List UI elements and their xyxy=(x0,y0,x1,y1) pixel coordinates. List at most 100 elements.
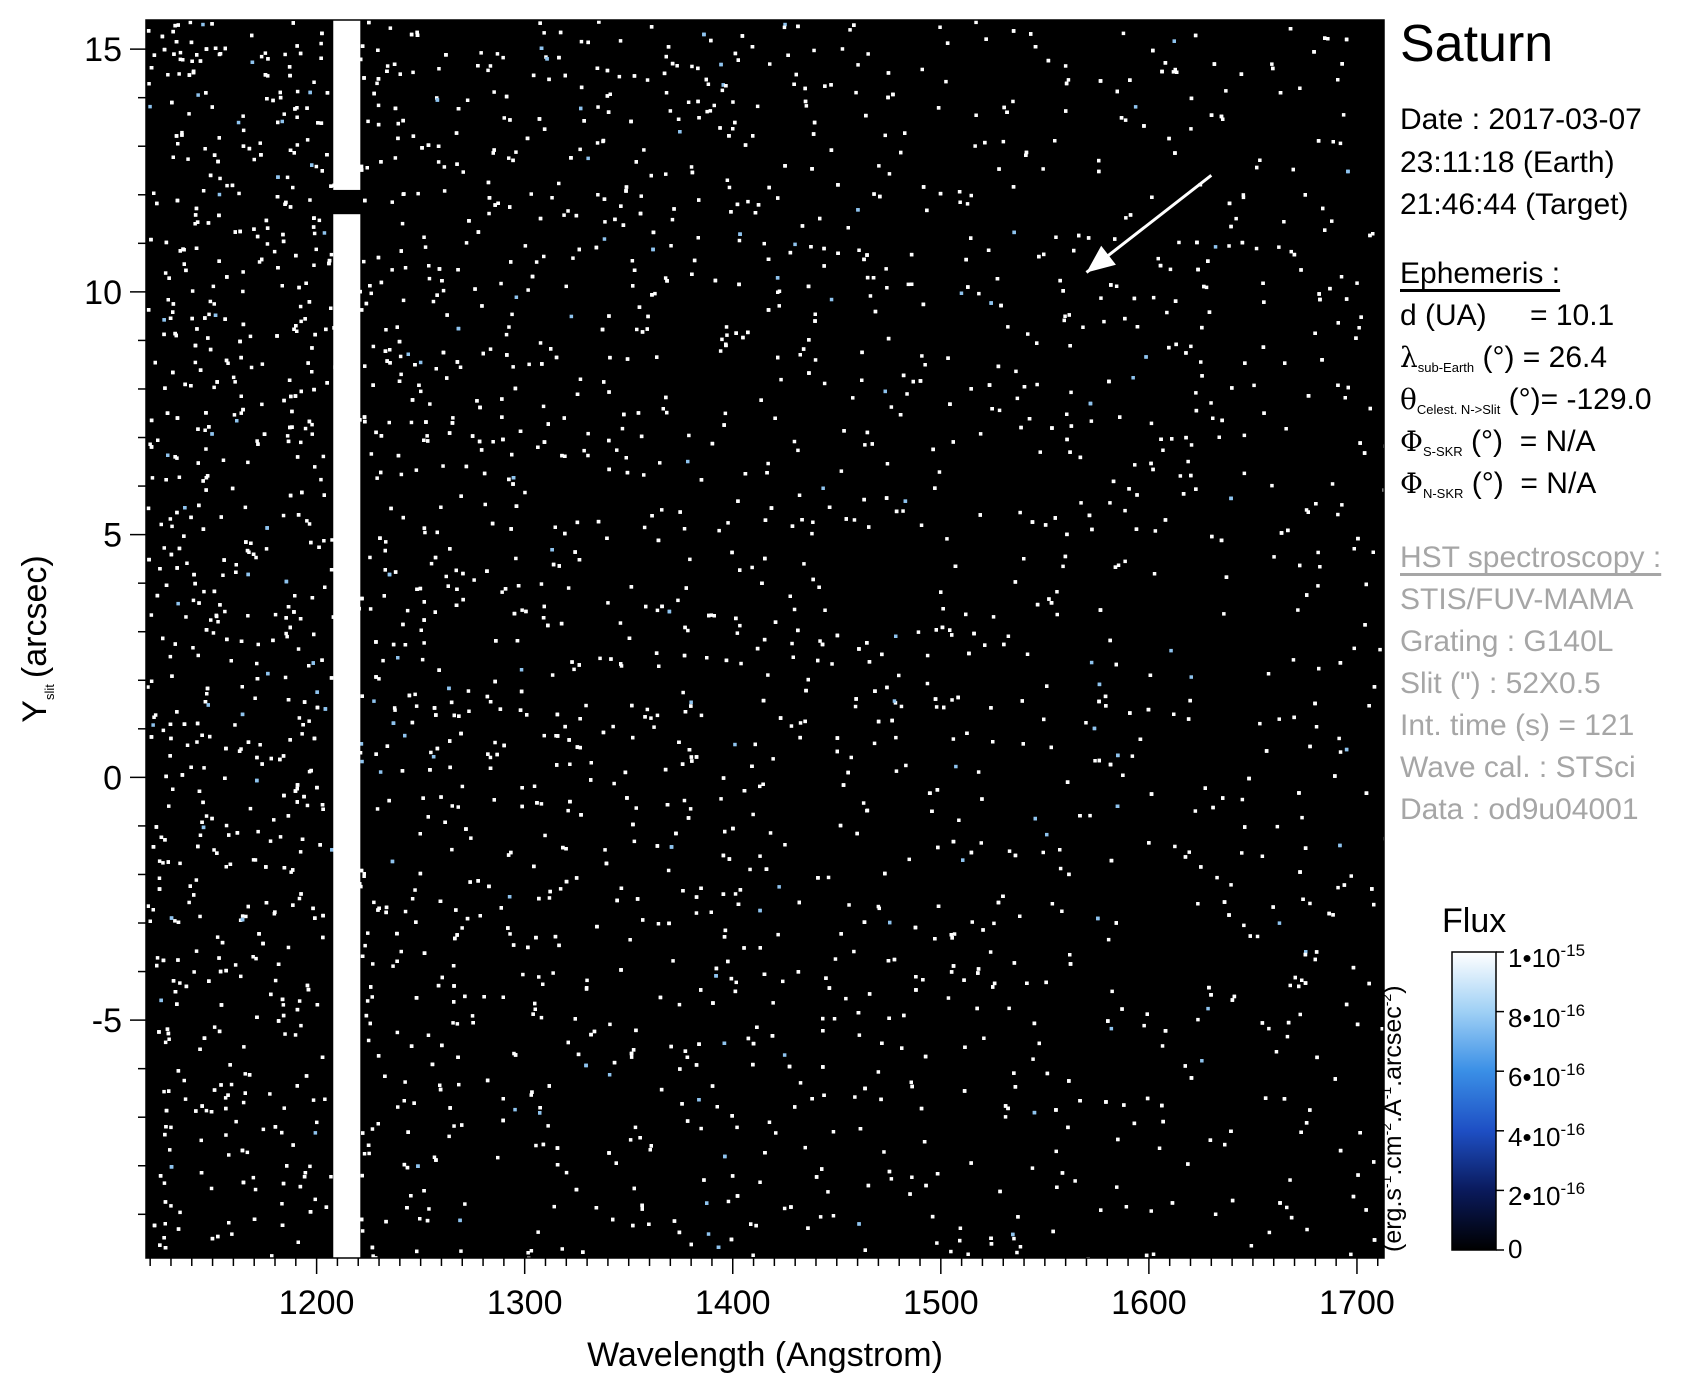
flux-point xyxy=(878,194,882,199)
flux-point xyxy=(669,244,673,248)
flux-point xyxy=(1109,283,1113,287)
flux-point xyxy=(633,1125,638,1130)
flux-point xyxy=(547,77,551,82)
flux-point xyxy=(435,530,439,535)
flux-point xyxy=(609,657,613,661)
flux-point xyxy=(505,353,509,357)
flux-point xyxy=(1054,1149,1058,1154)
flux-point xyxy=(594,1206,599,1210)
flux-point xyxy=(459,494,463,498)
flux-point xyxy=(793,242,797,247)
flux-point xyxy=(435,96,439,100)
flux-point xyxy=(880,1041,884,1045)
flux-point xyxy=(737,238,742,243)
flux-point xyxy=(518,429,523,433)
flux-point xyxy=(415,30,419,35)
flux-point xyxy=(1151,1252,1156,1256)
flux-point xyxy=(362,76,366,80)
flux-point xyxy=(916,630,921,634)
flux-point xyxy=(1064,81,1069,86)
flux-point xyxy=(540,362,544,366)
flux-point xyxy=(1372,1160,1376,1164)
flux-point xyxy=(1207,985,1211,990)
flux-point xyxy=(418,360,423,365)
flux-point xyxy=(597,20,601,24)
flux-point xyxy=(607,390,611,394)
flux-point xyxy=(857,1222,861,1226)
flux-point xyxy=(607,467,611,472)
flux-point xyxy=(991,740,995,744)
flux-point xyxy=(167,1089,171,1093)
flux-point xyxy=(887,1169,892,1174)
flux-point xyxy=(269,756,273,761)
flux-point xyxy=(797,493,802,497)
flux-point xyxy=(396,136,400,141)
flux-point xyxy=(446,584,450,588)
flux-point xyxy=(841,783,846,787)
flux-point xyxy=(594,245,599,250)
flux-point xyxy=(649,173,653,178)
flux-point xyxy=(694,911,699,915)
flux-point xyxy=(420,657,425,662)
flux-point xyxy=(286,439,291,444)
flux-point xyxy=(506,926,510,930)
flux-point xyxy=(239,747,243,751)
flux-point xyxy=(396,453,401,458)
flux-point xyxy=(285,1164,289,1168)
flux-point xyxy=(851,396,855,400)
flux-point xyxy=(410,398,415,402)
flux-point xyxy=(161,958,166,963)
flux-point xyxy=(362,415,367,419)
flux-point xyxy=(196,427,200,431)
flux-point xyxy=(1006,634,1011,638)
flux-point xyxy=(384,905,389,910)
flux-point xyxy=(210,1236,215,1241)
flux-point xyxy=(324,327,328,332)
flux-point xyxy=(231,375,236,380)
flux-point xyxy=(763,518,768,522)
flux-point xyxy=(577,247,581,252)
flux-point xyxy=(640,1207,644,1211)
flux-point xyxy=(1068,962,1073,966)
distance-value: = 10.1 xyxy=(1530,299,1615,332)
flux-point xyxy=(742,789,747,793)
flux-point xyxy=(982,1036,986,1040)
flux-point xyxy=(286,814,291,818)
flux-point xyxy=(233,963,238,967)
flux-point xyxy=(1303,952,1308,957)
flux-point xyxy=(987,383,992,387)
flux-point xyxy=(361,1131,365,1135)
flux-point xyxy=(1012,230,1016,235)
flux-point xyxy=(1184,435,1188,440)
flux-point xyxy=(464,464,469,469)
flux-point xyxy=(439,795,443,799)
flux-point xyxy=(555,1146,560,1150)
flux-point xyxy=(1072,248,1076,253)
flux-point xyxy=(149,679,154,683)
flux-point xyxy=(603,220,607,224)
flux-point xyxy=(327,258,332,263)
flux-point xyxy=(470,434,475,438)
flux-point xyxy=(690,64,694,69)
flux-point xyxy=(434,367,438,371)
colorbar-tick-label: 1•10-15 xyxy=(1508,941,1586,973)
flux-point xyxy=(450,847,454,852)
flux-point xyxy=(151,908,155,912)
flux-point xyxy=(830,662,834,666)
integration-time: Int. time (s) = 121 xyxy=(1400,709,1635,742)
flux-point xyxy=(164,583,169,587)
flux-point xyxy=(1338,661,1343,665)
flux-point xyxy=(174,333,178,338)
flux-point xyxy=(681,690,685,695)
flux-point xyxy=(925,653,930,658)
flux-point xyxy=(212,302,216,306)
flux-point xyxy=(660,604,664,609)
flux-point xyxy=(166,298,170,302)
flux-point xyxy=(493,679,497,684)
flux-point xyxy=(1032,1021,1037,1026)
flux-point xyxy=(488,64,493,68)
flux-point xyxy=(773,416,777,420)
flux-point xyxy=(1026,332,1030,336)
flux-point xyxy=(329,184,333,188)
flux-point xyxy=(249,541,253,545)
